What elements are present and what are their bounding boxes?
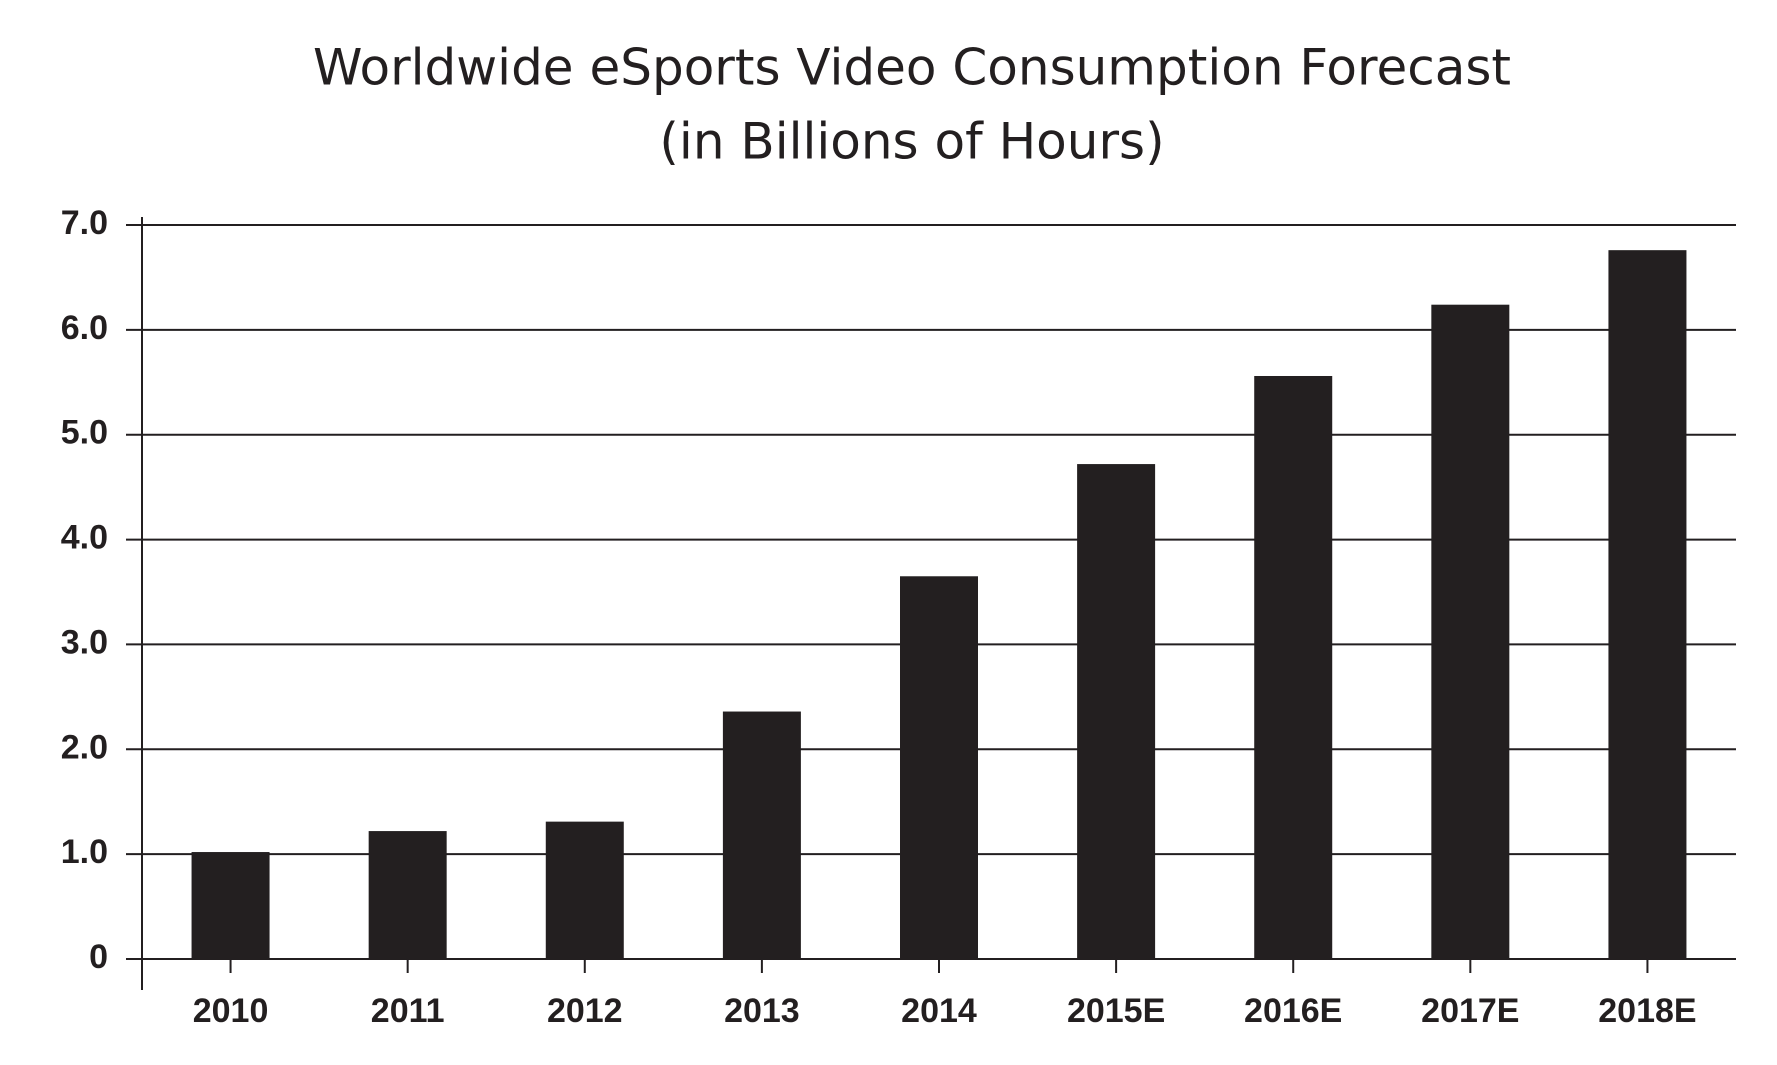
y-tick-label: 7.0 bbox=[61, 204, 108, 242]
x-tick-label: 2015E bbox=[1067, 992, 1165, 1030]
bar bbox=[1077, 464, 1156, 959]
bar bbox=[1254, 375, 1333, 960]
bar bbox=[545, 821, 624, 959]
x-tick-label: 2010 bbox=[193, 992, 269, 1030]
y-tick-label: 6.0 bbox=[61, 309, 108, 347]
y-tick-label: 5.0 bbox=[61, 414, 108, 452]
x-tick-label: 2013 bbox=[724, 992, 800, 1030]
x-tick-label: 2016E bbox=[1244, 992, 1342, 1030]
bar bbox=[368, 831, 447, 959]
y-tick-label: 4.0 bbox=[61, 519, 108, 557]
y-tick-label: 1.0 bbox=[61, 833, 108, 871]
x-tick-label: 2018E bbox=[1598, 992, 1696, 1030]
chart-title: Worldwide eSports Video Consumption Fore… bbox=[313, 39, 1511, 97]
y-tick-label: 3.0 bbox=[61, 623, 108, 661]
bar bbox=[722, 711, 801, 959]
x-tick-label: 2012 bbox=[547, 992, 623, 1030]
chart-subtitle: (in Billions of Hours) bbox=[659, 113, 1164, 171]
y-tick-label: 0 bbox=[89, 938, 108, 976]
bar bbox=[900, 576, 978, 959]
x-tick-label: 2017E bbox=[1421, 992, 1519, 1030]
x-tick-label: 2014 bbox=[901, 992, 977, 1030]
bar bbox=[191, 852, 270, 959]
y-tick-label: 2.0 bbox=[61, 728, 108, 766]
x-tick-label: 2011 bbox=[371, 992, 445, 1030]
bar bbox=[1608, 250, 1687, 959]
bar bbox=[1431, 304, 1510, 960]
